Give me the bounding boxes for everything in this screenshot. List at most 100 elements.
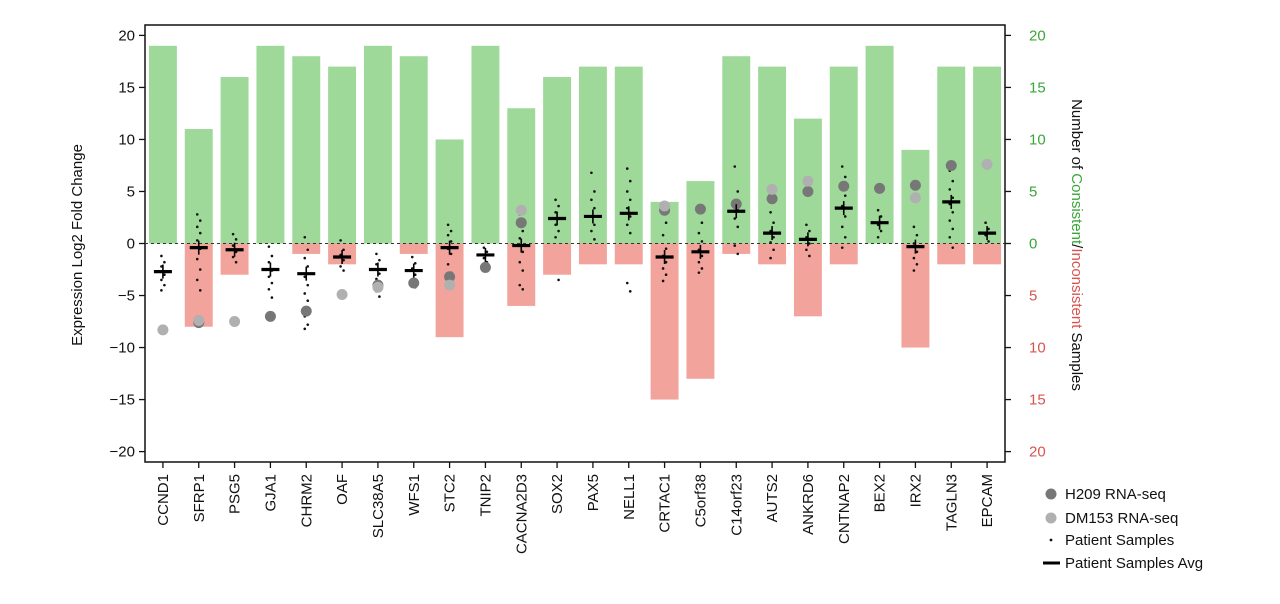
consistent-bar (363, 45, 392, 244)
patient-sample-dot (769, 210, 772, 214)
inconsistent-bar (937, 243, 966, 265)
patient-sample-dot (593, 223, 596, 227)
inconsistent-bar (184, 243, 213, 327)
patient-sample-dot (270, 254, 274, 258)
x-tick-label: SOX2 (549, 474, 566, 514)
patient-sample-dot (912, 256, 916, 260)
h209-rna-seq-marker (694, 203, 706, 215)
consistent-bar (148, 45, 177, 244)
patient-sample-dot (625, 190, 629, 193)
inconsistent-bar (758, 243, 787, 265)
patient-sample-dot (231, 244, 235, 247)
consistent-bar (220, 77, 249, 244)
patient-sample-dot (912, 242, 916, 245)
x-tick-label: SLC38A5 (370, 474, 387, 538)
patient-sample-dot (195, 257, 199, 261)
patient-sample-dot (951, 246, 955, 249)
dm153-rna-seq-marker (444, 279, 456, 291)
patient-sample-dot (375, 263, 378, 266)
x-tick-label: EPCAM (979, 474, 996, 527)
inconsistent-bar (292, 243, 321, 254)
legend-label-patient-avg: Patient Samples Avg (1065, 555, 1203, 572)
patient-sample-dot (449, 229, 453, 233)
h209-rna-seq-marker (802, 185, 814, 197)
patient-sample-dot (915, 263, 919, 266)
y2-tick-label-consistent: 15 (1029, 79, 1046, 96)
patient-sample-dot (593, 190, 596, 193)
inconsistent-bar (686, 243, 715, 379)
patient-sample-dot (521, 250, 525, 254)
patient-sample-dot (270, 296, 274, 299)
patient-sample-dot (163, 283, 166, 287)
y-tick-label: 20 (118, 27, 135, 44)
y2-tick-label-inconsistent: 20 (1029, 444, 1046, 461)
patient-sample-dot (303, 327, 307, 331)
patient-sample-dot (915, 233, 919, 237)
h209-rna-seq-marker (909, 179, 921, 191)
inconsistent-bar (973, 243, 1002, 265)
legend-label-h209: H209 RNA-seq (1065, 486, 1166, 503)
y2-tick-label-consistent: 5 (1029, 183, 1037, 200)
inconsistent-bar (614, 243, 643, 265)
patient-sample-dot (306, 283, 310, 287)
patient-sample-dot (840, 165, 844, 168)
patient-sample-dot (378, 272, 381, 275)
patient-sample-dot (234, 238, 238, 241)
patient-sample-dot (231, 255, 235, 259)
consistent-bar (973, 66, 1002, 244)
consistent-bar (471, 45, 500, 244)
patient-dots-layer (160, 165, 990, 331)
consistent-bar (184, 129, 213, 244)
x-tick-label: ANKRD6 (800, 474, 817, 535)
patient-sample-dot (160, 278, 163, 282)
patient-sample-dot (378, 295, 381, 298)
patient-sample-dot (195, 213, 199, 216)
patient-sample-dot (198, 289, 202, 292)
patient-sample-dot (736, 190, 740, 193)
h209-rna-seq-marker (945, 159, 957, 171)
y-tick-label: −10 (110, 340, 135, 357)
x-tick-label: WFS1 (406, 474, 423, 516)
patient-sample-dot (413, 273, 417, 277)
x-axis: CCND1 SFRP1 PSG5 GJA1 CHRM2 OAF SLC38A5 WFS1 STC… (155, 462, 996, 554)
consistent-bar (435, 139, 464, 244)
patient-sample-dot (267, 287, 271, 291)
bars-layer (148, 45, 1002, 400)
patient-sample-dot (306, 323, 310, 326)
y2-title-part-slash: / (1068, 244, 1085, 249)
h209-rna-seq-marker (264, 310, 276, 322)
patient-sample-dot (267, 260, 271, 264)
h209-rna-seq-marker (408, 277, 420, 289)
patient-sample-dot (195, 239, 199, 242)
patient-sample-dot (590, 229, 593, 233)
patient-sample-dot (664, 247, 668, 251)
patient-sample-dot (733, 165, 737, 168)
legend-label-dm153: DM153 RNA-seq (1065, 510, 1178, 527)
inconsistent-bar (901, 243, 930, 348)
legend: H209 RNA-seq DM153 RNA-seq Patient Sampl… (1043, 486, 1203, 572)
patient-sample-dot (805, 248, 808, 252)
patient-sample-dot (160, 254, 163, 258)
y2-title-part-consistent: Consistent (1068, 173, 1085, 245)
x-tick-label: CACNA2D3 (513, 474, 530, 554)
patient-sample-dot (375, 277, 378, 281)
x-tick-label: GJA1 (262, 474, 279, 512)
h209-rna-seq-marker (874, 182, 886, 194)
patient-sample-dot (518, 260, 522, 264)
consistent-bar (865, 45, 894, 244)
patient-sample-dot (482, 246, 486, 249)
y2-tick-label-inconsistent: 5 (1029, 288, 1037, 305)
h209-rna-seq-marker (515, 217, 527, 229)
left-y-axis: −20 −15 −10 −5 0 5 10 15 20 (110, 27, 145, 461)
x-tick-label: TAGLN3 (943, 474, 960, 531)
patient-sample-dot (661, 233, 665, 237)
consistent-bar (399, 56, 428, 244)
patient-sample-dot (987, 227, 990, 231)
x-tick-label: NELL1 (621, 474, 638, 520)
patient-sample-dot (697, 260, 701, 264)
patient-sample-dot (342, 258, 345, 262)
patient-sample-dot (625, 167, 629, 170)
y-tick-label: −20 (110, 444, 135, 461)
patient-sample-dot (876, 235, 880, 239)
patient-sample-dot (772, 248, 775, 252)
